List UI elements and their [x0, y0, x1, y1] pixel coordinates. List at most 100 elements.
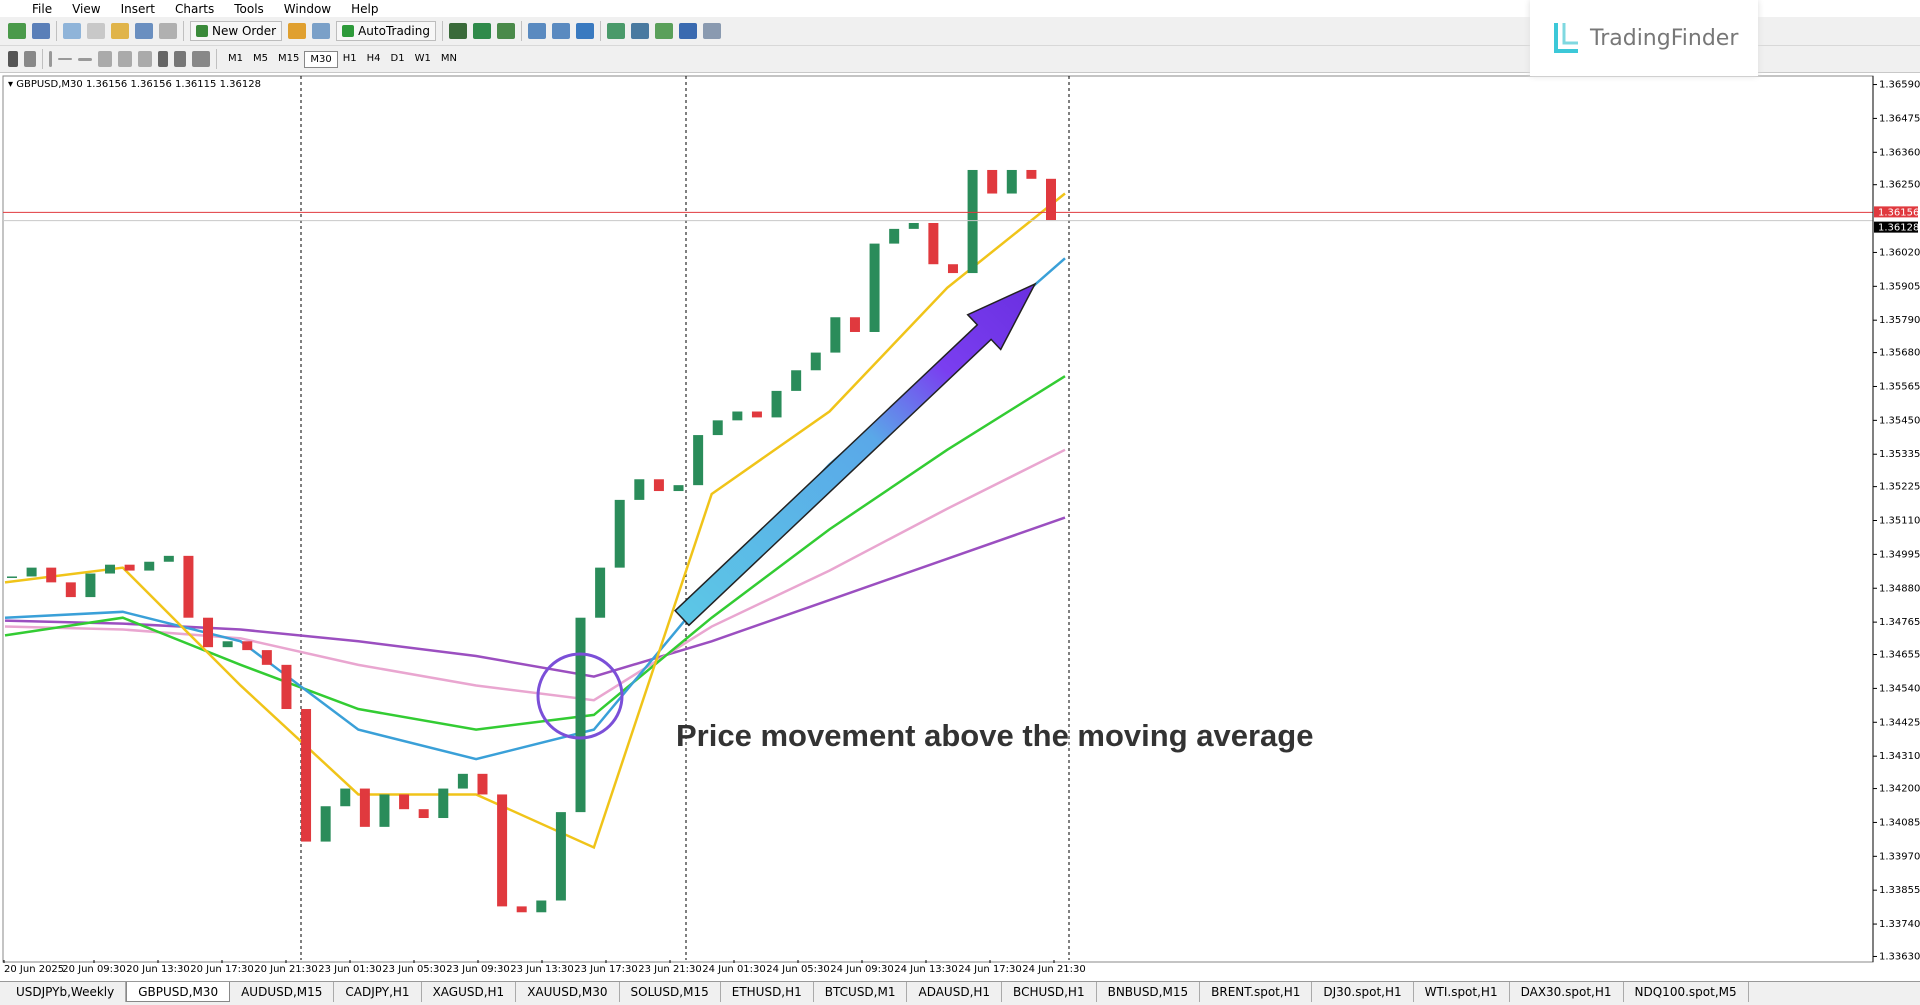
chart-tab[interactable]: NDQ100.spot,M5 [1624, 982, 1749, 1002]
icon[interactable] [575, 23, 594, 39]
timeframe-button[interactable]: MN [440, 52, 457, 64]
timeframe-button[interactable]: H1 [342, 52, 357, 64]
icon[interactable] [8, 23, 26, 39]
candle [320, 806, 331, 842]
chart-tab[interactable]: AUDUSD,M15 [230, 982, 335, 1002]
x-tick-label: 20 Jun 09:30 [62, 964, 126, 975]
icon[interactable] [678, 23, 697, 39]
y-tick-label: 1.35905 [1879, 281, 1920, 292]
menu-item[interactable]: View [72, 1, 101, 16]
chart-tab[interactable]: DAX30.spot,H1 [1510, 982, 1624, 1002]
icon[interactable] [158, 51, 168, 67]
candle [712, 420, 723, 436]
icon[interactable] [58, 58, 72, 60]
chart-tab[interactable]: DJ30.spot,H1 [1312, 982, 1414, 1002]
timeframe-button[interactable]: W1 [414, 52, 431, 64]
y-tick-label: 1.35110 [1879, 516, 1920, 527]
candle [810, 352, 821, 371]
menu-item[interactable]: Tools [234, 1, 264, 16]
chart-tab[interactable]: GBPUSD,M30 [126, 982, 231, 1002]
chart-tab[interactable]: XAUUSD,M30 [516, 982, 620, 1002]
y-tick-label: 1.34765 [1879, 617, 1920, 628]
icon[interactable] [138, 51, 152, 67]
icon[interactable] [78, 57, 92, 61]
chart-tab[interactable]: BTCUSD,M1 [814, 982, 908, 1002]
timeframe-button[interactable]: M15 [278, 52, 300, 64]
candle [869, 243, 880, 332]
icon[interactable] [606, 23, 625, 39]
menu-item[interactable]: Insert [120, 1, 155, 16]
candle [340, 788, 351, 807]
icon[interactable] [288, 23, 307, 39]
menu-item[interactable]: File [32, 1, 53, 16]
y-tick-label: 1.34310 [1879, 751, 1920, 762]
timeframe-button[interactable]: M30 [304, 50, 338, 68]
icon[interactable] [496, 23, 515, 39]
chart-tab[interactable]: XAGUSD,H1 [422, 982, 517, 1002]
icon[interactable] [8, 51, 18, 67]
candle [46, 567, 57, 583]
chart-tab[interactable]: BNBUSD,M15 [1097, 982, 1201, 1002]
y-tick-label: 1.36590 [1879, 80, 1920, 91]
icon[interactable] [527, 23, 546, 39]
icon[interactable] [174, 51, 186, 67]
icon[interactable] [630, 23, 649, 39]
candle [536, 900, 547, 913]
icon[interactable] [49, 51, 52, 67]
icon[interactable] [87, 23, 105, 39]
y-tick-label: 1.36250 [1879, 180, 1920, 191]
candle [399, 794, 410, 810]
chart-tabs: USDJPYb,Weekly GBPUSD,M30 AUDUSD,M15 CADJPY… [0, 981, 1920, 1005]
icon[interactable] [312, 23, 331, 39]
x-tick-label: 20 Jun 2025 [4, 964, 64, 975]
icon[interactable] [98, 51, 112, 67]
chart-tab[interactable]: SOLUSD,M15 [620, 982, 721, 1002]
icon[interactable] [551, 23, 570, 39]
icon[interactable] [472, 23, 491, 39]
icon[interactable] [654, 23, 673, 39]
icon[interactable] [159, 23, 177, 39]
chart-tab[interactable]: BCHUSD,H1 [1002, 982, 1097, 1002]
timeframe-button[interactable]: M1 [228, 52, 243, 64]
timeframe-button[interactable]: M5 [253, 52, 268, 64]
moving-average [4, 192, 1066, 850]
moving-average [4, 375, 1066, 731]
x-tick-label: 20 Jun 13:30 [126, 964, 190, 975]
plot-frame [2, 75, 1874, 963]
x-tick-label: 24 Jun 01:30 [702, 964, 766, 975]
icon[interactable] [111, 23, 129, 39]
menu-item[interactable]: Charts [175, 1, 215, 16]
chart-tab[interactable]: ETHUSD,H1 [721, 982, 814, 1002]
icon[interactable] [118, 51, 132, 67]
menu-item[interactable]: Help [351, 1, 379, 16]
chart-tab[interactable]: USDJPYb,Weekly [5, 982, 127, 1002]
icon[interactable] [702, 23, 721, 39]
chart-tab[interactable]: WTI.spot,H1 [1414, 982, 1510, 1002]
icon[interactable] [32, 23, 50, 39]
icon[interactable] [24, 51, 36, 67]
timeframe-button[interactable]: H4 [366, 52, 381, 64]
y-tick-label: 1.34540 [1879, 683, 1920, 694]
menu-item[interactable]: Window [283, 1, 332, 16]
icon[interactable] [63, 23, 81, 39]
candle [1006, 169, 1017, 194]
icon[interactable] [135, 23, 153, 39]
candle [379, 794, 390, 827]
chart-tab[interactable]: ADAUSD,H1 [907, 982, 1003, 1002]
candle [1026, 169, 1037, 179]
logo-text: TradingFinder [1590, 25, 1739, 51]
candle [516, 906, 527, 913]
icon[interactable] [448, 23, 467, 39]
icon[interactable] [192, 51, 210, 67]
candle [261, 650, 272, 665]
x-tick-label: 23 Jun 21:30 [638, 964, 702, 975]
chart-tab[interactable]: BRENT.spot,H1 [1200, 982, 1313, 1002]
chart-tab[interactable]: CADJPY,H1 [334, 982, 422, 1002]
candle [222, 641, 233, 648]
icon [196, 25, 208, 37]
timeframe-button[interactable]: D1 [390, 52, 405, 64]
new-order-button[interactable]: New Order [190, 21, 283, 41]
autotrading-button[interactable]: AutoTrading [336, 21, 436, 41]
candle [457, 773, 468, 789]
candle [144, 561, 155, 571]
